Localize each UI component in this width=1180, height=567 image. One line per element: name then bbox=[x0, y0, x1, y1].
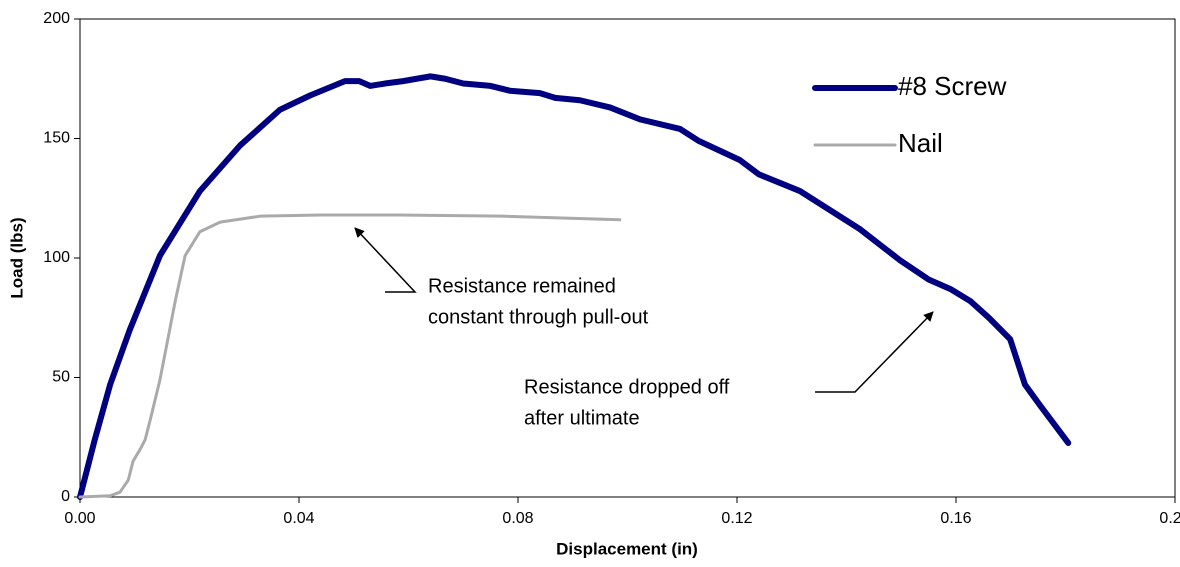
x-tick-label: 0.20 bbox=[1159, 510, 1180, 527]
series-line bbox=[78, 213, 622, 499]
x-tick-label: 0.12 bbox=[721, 510, 752, 527]
annotation-arrow bbox=[354, 227, 417, 293]
series-line bbox=[77, 73, 1072, 500]
y-tick-label: 100 bbox=[43, 249, 70, 266]
x-tick-label: 0.04 bbox=[283, 510, 314, 527]
annotation: constant through pull-out bbox=[428, 306, 649, 328]
legend-label: #8 Screw bbox=[898, 71, 1007, 101]
annotation: Resistance dropped off bbox=[524, 376, 730, 398]
annotation-arrow bbox=[815, 311, 934, 393]
annotation: after ultimate bbox=[524, 407, 640, 429]
annotation: Resistance remained bbox=[428, 275, 616, 297]
y-tick-label: 0 bbox=[61, 488, 70, 505]
legend-label: Nail bbox=[898, 128, 943, 158]
x-tick-label: 0.16 bbox=[940, 510, 971, 527]
x-tick-label: 0.00 bbox=[64, 510, 95, 527]
y-tick-label: 200 bbox=[43, 10, 70, 27]
y-tick-label: 50 bbox=[52, 369, 70, 386]
x-axis-label: Displacement (in) bbox=[556, 539, 698, 558]
y-tick-label: 150 bbox=[43, 130, 70, 147]
y-axis-label: Load (lbs) bbox=[7, 217, 26, 298]
x-tick-label: 0.08 bbox=[502, 510, 533, 527]
